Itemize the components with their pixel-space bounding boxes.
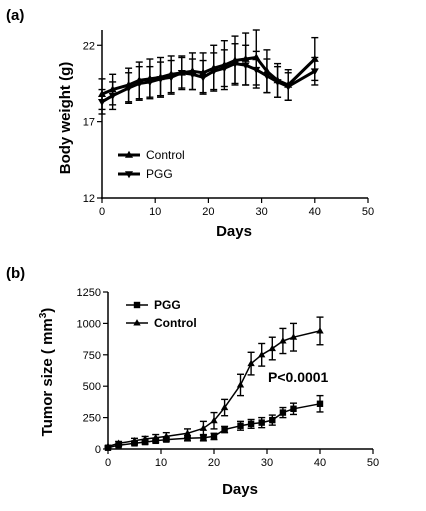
chart-b-ylabel-end: ): [39, 308, 56, 313]
chart-b-x-tick-label: 50: [367, 457, 379, 469]
chart-a-series-pgg: [97, 43, 319, 115]
panel-a-label: (a): [6, 7, 24, 24]
chart-b-legend-label-control: Control: [154, 316, 197, 330]
chart-a-legend-label-pgg: PGG: [146, 167, 173, 181]
chart-a-y-tick-label: 12: [83, 193, 95, 205]
chart-b-series-pgg-point: [247, 420, 255, 428]
chart-b-x-tick-label: 0: [105, 457, 111, 469]
chart-a-series-pgg-point: [108, 92, 117, 100]
chart-b-series-pgg-point: [290, 405, 297, 413]
chart-a-series-pgg-point: [97, 98, 107, 106]
chart-a-series-pgg-point: [145, 79, 154, 87]
chart-b-x-tick-label: 40: [314, 457, 326, 469]
chart-a-series-pgg-point: [209, 68, 218, 76]
chart-b-series-control-point: [114, 439, 123, 446]
chart-b-series-control-point: [279, 337, 287, 344]
chart-b-series-control-point: [104, 442, 112, 450]
chart-a-x-tick-label: 40: [309, 206, 321, 218]
chart-a-x-tick-label: 30: [255, 206, 267, 218]
chart-b-y-tick-label: 500: [83, 381, 101, 393]
chart-b-ylabel: Tumor size ( mm3): [38, 308, 56, 437]
chart-b-series-control-point: [220, 403, 229, 411]
chart-b-series-pgg-point: [258, 419, 265, 426]
chart-a-x-tick-label: 0: [99, 206, 105, 218]
chart-a-legend-marker-control: [124, 150, 134, 158]
chart-a-legend-marker-pgg: [124, 171, 134, 179]
chart-b-series-control-point: [183, 429, 192, 436]
chart-b-series-pgg-point: [279, 409, 287, 416]
chart-b-series-control-point: [162, 432, 170, 439]
chart-b-series-control-point: [130, 436, 139, 444]
chart-b-x-tick-label: 20: [208, 457, 220, 469]
chart-b-series-control-point: [316, 327, 324, 334]
chart-b-y-tick-label: 1000: [77, 318, 101, 330]
chart-b-y-tick-label: 250: [83, 413, 101, 425]
chart-b-series-control-point: [247, 359, 255, 367]
chart-b-series-control-point: [199, 424, 208, 431]
chart-a-x-tick-label: 20: [202, 206, 214, 218]
chart-b-pvalue-annotation: P<0.0001: [268, 369, 329, 385]
chart-b-series-control-point: [258, 350, 266, 358]
chart-a-series-pgg-point: [262, 73, 271, 81]
chart-a-series-pgg-point: [167, 74, 176, 82]
chart-b-series-control-point: [268, 344, 276, 352]
chart-b-legend-marker-pgg: [133, 301, 141, 309]
chart-b-series-pgg-point: [316, 400, 324, 407]
chart-b-y-tick-label: 0: [95, 444, 101, 456]
chart-b-series-pgg-point: [221, 426, 228, 433]
chart-b-series-pgg-point: [210, 433, 218, 440]
chart-a-y-tick-label: 17: [83, 117, 95, 129]
chart-a-series-pgg-point: [199, 74, 208, 82]
chart-a-series-pgg-point: [230, 60, 240, 68]
chart-b-ylabel-main: Tumor size ( mm: [39, 318, 56, 436]
chart-a-series-pgg-point: [284, 83, 293, 91]
chart-b-series-control-point: [141, 435, 149, 442]
chart-b-legend-label-pgg: PGG: [154, 298, 181, 312]
chart-a-series-pgg-point: [273, 79, 282, 87]
chart-a-series-pgg-point: [156, 76, 165, 84]
chart-b-series-control-point: [210, 416, 218, 424]
chart-a-series-pgg-point: [124, 85, 133, 93]
chart-a-y-tick-label: 22: [83, 40, 95, 52]
chart-a-series-pgg-point: [220, 65, 229, 73]
chart-a-plot: 0 10 20 30 40 50 12 17 22 Control PGG: [83, 29, 374, 218]
chart-a-legend-label-control: Control: [146, 148, 185, 162]
chart-b-legend-marker-control: [133, 319, 141, 326]
chart-b-x-tick-label: 30: [261, 457, 273, 469]
chart-b-xlabel: Days: [222, 481, 258, 498]
chart-a-x-tick-label: 10: [149, 206, 161, 218]
chart-a-ylabel: Body weight (g): [57, 62, 74, 175]
chart-b-y-tick-label: 1250: [77, 287, 101, 299]
chart-a-series-pgg-point: [177, 69, 186, 77]
chart-b-y-tick-label: 750: [83, 350, 101, 362]
panel-b-label: (b): [6, 265, 25, 282]
chart-b-series-pgg-point: [269, 416, 276, 424]
chart-b-series-control: [104, 316, 324, 450]
chart-a-x-tick-label: 50: [362, 206, 374, 218]
chart-a-series-pgg-point: [135, 80, 144, 88]
chart-b-ylabel-sup: 3: [38, 312, 49, 318]
chart-a-xlabel: Days: [216, 223, 252, 240]
chart-b-series-pgg-point: [237, 422, 244, 429]
chart-a-series-pgg-point: [188, 71, 197, 79]
chart-b-x-tick-label: 10: [155, 457, 167, 469]
chart-b-series-control-point: [152, 433, 160, 441]
chart-a-series-pgg-point: [241, 62, 250, 70]
chart-b-series-pgg-point: [200, 434, 207, 441]
chart-b-series-control-point: [236, 381, 245, 388]
chart-b-series-control-point: [289, 333, 298, 340]
chart-a-series-pgg-point: [252, 66, 261, 74]
chart-a-series-pgg-point: [310, 68, 319, 76]
chart-a-series-control: [97, 29, 319, 111]
